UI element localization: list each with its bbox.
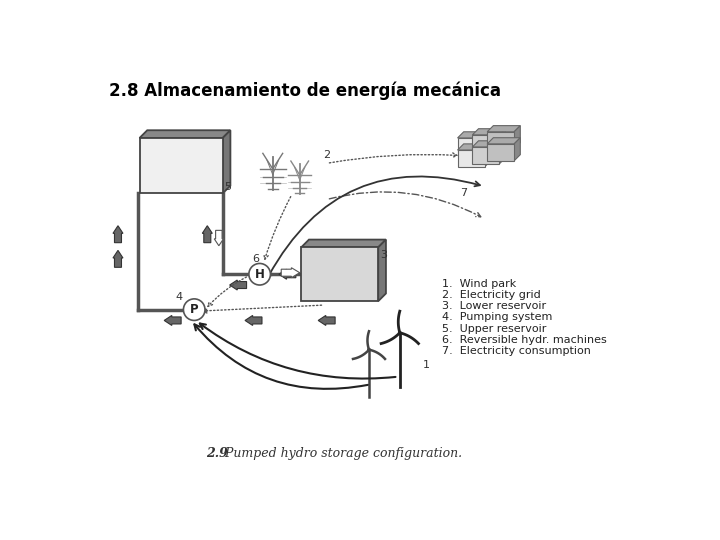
Circle shape: [249, 264, 271, 285]
Polygon shape: [164, 315, 181, 326]
Polygon shape: [245, 315, 262, 326]
Bar: [487, 144, 514, 161]
Text: 2.9: 2.9: [206, 448, 228, 461]
Bar: [457, 150, 485, 167]
Polygon shape: [318, 315, 335, 326]
Polygon shape: [222, 130, 230, 193]
Text: 2.8 Almacenamiento de energía mecánica: 2.8 Almacenamiento de energía mecánica: [109, 82, 500, 100]
Polygon shape: [378, 240, 386, 301]
Bar: [472, 135, 500, 152]
Bar: [301, 247, 378, 301]
Text: 6.  Reversible hydr. machines: 6. Reversible hydr. machines: [442, 335, 607, 345]
Text: 3: 3: [379, 251, 387, 260]
Polygon shape: [457, 144, 490, 150]
Polygon shape: [140, 130, 230, 138]
Polygon shape: [514, 126, 521, 148]
Text: H: H: [255, 268, 264, 281]
Polygon shape: [113, 226, 123, 242]
Circle shape: [398, 331, 402, 335]
Circle shape: [184, 299, 205, 320]
Polygon shape: [500, 141, 505, 164]
Text: 1.  Wind park: 1. Wind park: [442, 279, 516, 289]
Polygon shape: [514, 138, 521, 161]
Text: 5.  Upper reservoir: 5. Upper reservoir: [442, 323, 546, 334]
Text: 4.  Pumping system: 4. Pumping system: [442, 312, 552, 322]
Polygon shape: [282, 268, 300, 278]
Text: 4: 4: [175, 292, 182, 302]
Bar: [487, 132, 514, 148]
Bar: [457, 138, 485, 155]
Text: 7.  Electricity consumption: 7. Electricity consumption: [442, 346, 591, 356]
Text: 2: 2: [323, 150, 330, 160]
Polygon shape: [279, 269, 296, 279]
Polygon shape: [487, 138, 521, 144]
Polygon shape: [113, 251, 123, 267]
Text: 7: 7: [460, 188, 467, 198]
Text: Pumped hydro storage configuration.: Pumped hydro storage configuration.: [221, 448, 462, 461]
Polygon shape: [202, 226, 212, 242]
Polygon shape: [485, 132, 490, 155]
Text: 6: 6: [252, 254, 259, 264]
Circle shape: [367, 348, 371, 352]
Polygon shape: [472, 129, 505, 135]
Polygon shape: [472, 141, 505, 147]
Text: 3.  Lower reservoir: 3. Lower reservoir: [442, 301, 546, 311]
Polygon shape: [230, 280, 246, 290]
Polygon shape: [457, 132, 490, 138]
Polygon shape: [485, 144, 490, 167]
Polygon shape: [487, 126, 521, 132]
Bar: [472, 147, 500, 164]
Text: 2.  Electricity grid: 2. Electricity grid: [442, 290, 541, 300]
Text: 5: 5: [224, 182, 231, 192]
Polygon shape: [301, 240, 386, 247]
Polygon shape: [215, 231, 223, 246]
Bar: [140, 138, 222, 193]
Polygon shape: [500, 129, 505, 152]
Text: 1: 1: [423, 360, 430, 370]
Text: P: P: [190, 303, 199, 316]
